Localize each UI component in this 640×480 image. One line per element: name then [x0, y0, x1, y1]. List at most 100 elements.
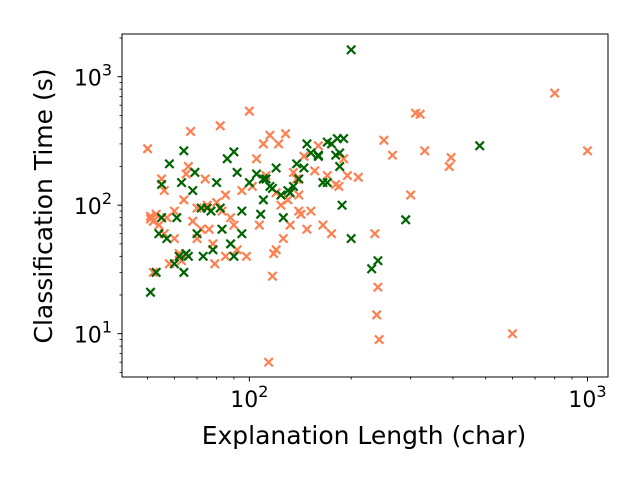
y-tick-label: 102: [74, 189, 112, 220]
data-point: [189, 167, 200, 178]
data-point: [225, 212, 236, 223]
data-point: [346, 44, 357, 55]
data-point: [549, 88, 560, 99]
data-point: [415, 109, 426, 120]
data-point: [298, 151, 309, 162]
data-point: [228, 146, 239, 157]
data-point: [301, 224, 312, 235]
data-point: [337, 200, 348, 211]
data-point: [291, 158, 302, 169]
data-point: [372, 282, 383, 293]
data-point: [178, 194, 189, 205]
data-point: [342, 170, 353, 181]
data-point: [333, 181, 344, 192]
data-point: [169, 206, 180, 217]
data-point: [251, 168, 262, 179]
data-point: [313, 150, 324, 161]
data-point: [211, 197, 222, 208]
data-point: [278, 233, 289, 244]
data-point: [263, 357, 274, 368]
data-point: [225, 238, 236, 249]
data-point: [251, 153, 262, 164]
data-point: [206, 206, 216, 217]
data-point: [405, 190, 416, 200]
data-point: [254, 220, 265, 231]
data-point: [271, 244, 282, 255]
data-point: [241, 251, 252, 262]
data-point: [228, 251, 239, 262]
data-point: [271, 162, 282, 173]
data-point: [153, 228, 164, 239]
data-point: [236, 228, 247, 239]
y-tick-label: 101: [74, 318, 112, 349]
data-point: [211, 177, 222, 188]
data-point: [159, 185, 170, 196]
data-point: [261, 173, 271, 184]
data-point: [305, 147, 316, 158]
data-point: [313, 140, 324, 151]
data-point: [209, 258, 220, 269]
axes: 102 103 101 102 103: [74, 33, 609, 413]
data-point: [322, 137, 333, 148]
data-point: [228, 220, 239, 231]
y-tick-label: 103: [74, 61, 112, 92]
data-point: [273, 138, 284, 149]
data-point: [204, 224, 215, 235]
x-axis-label: Explanation Length (char): [202, 421, 527, 450]
data-point: [181, 168, 192, 179]
data-point: [366, 263, 377, 274]
data-point: [258, 138, 269, 149]
data-points: [142, 44, 593, 368]
data-point: [474, 140, 485, 151]
data-point: [278, 212, 289, 223]
data-point: [293, 190, 304, 200]
data-point: [220, 190, 231, 200]
data-point: [280, 128, 291, 139]
data-point: [372, 255, 383, 266]
data-point: [374, 334, 385, 345]
data-point: [220, 251, 231, 262]
data-point: [192, 228, 202, 239]
data-point: [207, 244, 218, 255]
data-point: [322, 177, 333, 188]
data-point: [298, 162, 309, 173]
data-point: [582, 145, 593, 156]
data-point: [285, 187, 296, 198]
data-point: [198, 251, 209, 262]
data-point: [293, 173, 304, 184]
data-point: [255, 209, 266, 220]
data-point: [309, 165, 320, 176]
data-point: [378, 135, 389, 146]
data-point: [419, 145, 430, 156]
data-point: [444, 161, 455, 172]
data-point: [353, 172, 364, 183]
data-point: [275, 190, 286, 200]
data-point: [169, 258, 180, 269]
data-point: [293, 206, 304, 217]
y-axis-label: Classification Time (s): [29, 68, 58, 343]
data-point: [275, 200, 286, 211]
data-point: [338, 133, 349, 144]
data-point: [187, 216, 198, 227]
data-point: [285, 220, 296, 231]
data-point: [169, 233, 180, 244]
data-point: [145, 211, 156, 222]
data-point: [317, 220, 328, 231]
data-point: [291, 173, 302, 184]
data-point: [217, 224, 227, 235]
data-point: [232, 167, 243, 178]
data-point: [156, 212, 167, 223]
data-point: [236, 206, 247, 217]
data-point: [507, 328, 518, 339]
data-point: [267, 183, 278, 194]
data-point: [142, 143, 153, 154]
data-point: [148, 267, 159, 278]
data-point: [145, 287, 156, 298]
data-point: [183, 251, 194, 262]
data-point: [148, 216, 159, 227]
data-point: [178, 267, 189, 278]
data-point: [244, 106, 255, 117]
data-point: [178, 145, 189, 156]
data-point: [258, 194, 269, 205]
